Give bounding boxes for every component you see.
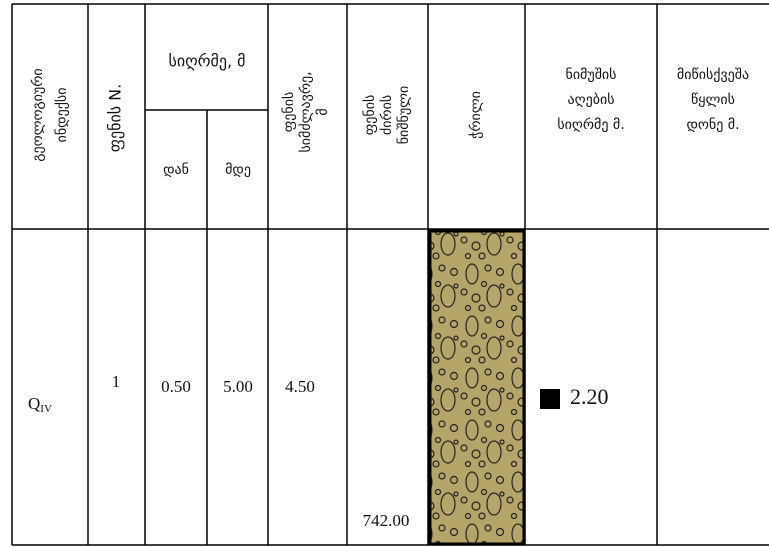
header-label: ძირის: [378, 95, 395, 135]
header-label: მდე: [225, 162, 251, 178]
header-label: დან: [163, 162, 189, 178]
geological-index: QIV: [28, 394, 52, 415]
header-label: მიწისქვეშა: [677, 67, 749, 83]
header-label: აღების: [567, 92, 614, 108]
header: გეოლოგიური ინდექსი ფენის N. სიღრმე, მ და…: [29, 52, 749, 179]
layer-thickness: 4.50: [285, 377, 315, 396]
index-symbol: Q: [28, 394, 40, 413]
header-label: ფენის: [281, 92, 297, 133]
header-label: სიღრმე მ.: [557, 116, 624, 133]
header-label: ფენის N.: [106, 84, 125, 152]
header-label: ჭრილი: [467, 91, 484, 139]
index-subscript: IV: [40, 403, 52, 415]
header-label: სიმძლავრე,: [297, 71, 314, 152]
header-label: ინდექსი: [54, 88, 70, 143]
table-borders: [11, 3, 769, 546]
gravel-section: [428, 229, 526, 546]
header-label: წყლის: [691, 92, 735, 108]
header-label: ნიშნული: [396, 86, 412, 145]
header-label: სიღრმე, მ: [169, 52, 246, 71]
header-label: მ: [315, 108, 331, 115]
depth-from: 0.50: [161, 377, 191, 396]
data-row: QIV 1 0.50 5.00 4.50 742.00 2.20: [28, 372, 609, 530]
sample-marker: [540, 389, 560, 409]
bottom-mark: 742.00: [363, 511, 410, 530]
header-label: დონე მ.: [686, 117, 739, 133]
header-label: გეოლოგიური: [29, 68, 46, 161]
depth-to: 5.00: [223, 377, 253, 396]
sample-depth: 2.20: [570, 384, 609, 409]
layer-number: 1: [112, 372, 121, 391]
header-label: ნიმუშის: [566, 67, 617, 83]
header-label: ფენის: [362, 95, 378, 136]
